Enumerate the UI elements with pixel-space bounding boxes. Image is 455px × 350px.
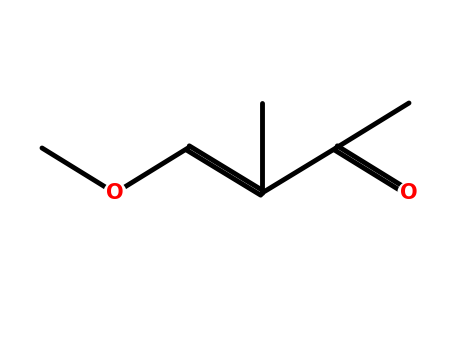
Text: O: O — [400, 183, 418, 203]
Text: O: O — [106, 183, 124, 203]
Circle shape — [104, 182, 126, 204]
Circle shape — [398, 182, 420, 204]
